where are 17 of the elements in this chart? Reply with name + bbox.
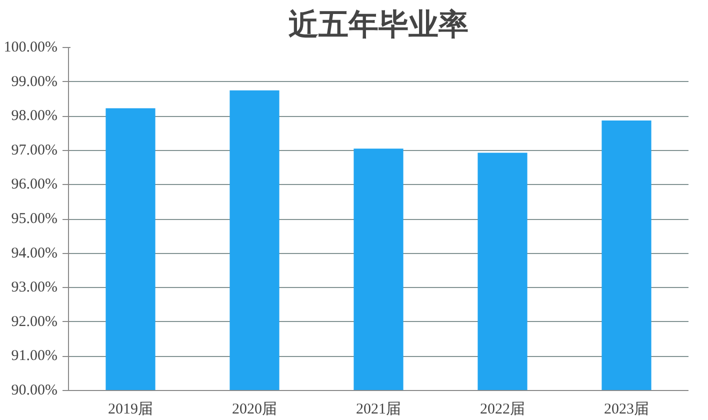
x-tick-label: 2020届 bbox=[232, 402, 277, 418]
x-tick-label: 2022届 bbox=[480, 402, 525, 418]
y-tick-label: 91.00% bbox=[11, 348, 58, 364]
y-tick-label: 93.00% bbox=[11, 280, 58, 296]
y-tick-label: 100.00% bbox=[4, 40, 58, 56]
x-tick-label: 2023届 bbox=[604, 402, 649, 418]
y-tick-label: 99.00% bbox=[11, 74, 58, 90]
y-tick-label: 94.00% bbox=[11, 245, 58, 262]
x-tick-label: 2019届 bbox=[108, 402, 153, 418]
x-tick-label: 2021届 bbox=[356, 402, 401, 418]
y-tick-label: 98.00% bbox=[11, 108, 58, 124]
y-tick-label: 92.00% bbox=[11, 314, 58, 330]
y-tick-label: 95.00% bbox=[11, 211, 58, 227]
y-tick-label: 97.00% bbox=[11, 142, 58, 158]
y-tick-label: 90.00% bbox=[11, 382, 58, 398]
chart-title: 近五年毕业率 bbox=[288, 8, 468, 42]
y-tick-label: 96.00% bbox=[11, 176, 58, 193]
